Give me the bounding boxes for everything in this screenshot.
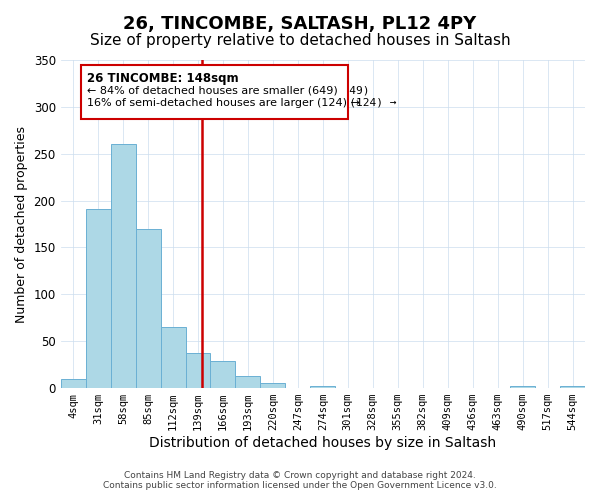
Text: ← 84% of detached houses are smaller (649): ← 84% of detached houses are smaller (64…	[87, 86, 338, 96]
Bar	[185, 354, 211, 388]
Text: 26, TINCOMBE, SALTASH, PL12 4PY: 26, TINCOMBE, SALTASH, PL12 4PY	[124, 15, 476, 33]
Bar	[260, 384, 286, 388]
FancyBboxPatch shape	[80, 64, 348, 119]
Text: ← 84% of detached houses are smaller (649): ← 84% of detached houses are smaller (64…	[86, 86, 369, 96]
Bar	[136, 228, 161, 388]
Bar	[110, 144, 136, 388]
Bar	[560, 386, 585, 388]
X-axis label: Distribution of detached houses by size in Saltash: Distribution of detached houses by size …	[149, 436, 496, 450]
Bar	[510, 386, 535, 388]
Bar	[310, 386, 335, 388]
Text: 26 TINCOMBE: 148sqm: 26 TINCOMBE: 148sqm	[87, 72, 239, 85]
Text: 16% of semi-detached houses are larger (124) →: 16% of semi-detached houses are larger (…	[87, 98, 360, 108]
Text: 16% of semi-detached houses are larger (124) →: 16% of semi-detached houses are larger (…	[86, 98, 396, 108]
Text: Contains HM Land Registry data © Crown copyright and database right 2024.
Contai: Contains HM Land Registry data © Crown c…	[103, 470, 497, 490]
Bar	[161, 327, 185, 388]
Bar	[61, 378, 86, 388]
Bar	[211, 361, 235, 388]
Y-axis label: Number of detached properties: Number of detached properties	[15, 126, 28, 322]
Text: Size of property relative to detached houses in Saltash: Size of property relative to detached ho…	[89, 32, 511, 48]
Bar	[86, 209, 110, 388]
Bar	[235, 376, 260, 388]
Text: 26 TINCOMBE: 148sqm: 26 TINCOMBE: 148sqm	[86, 72, 221, 85]
